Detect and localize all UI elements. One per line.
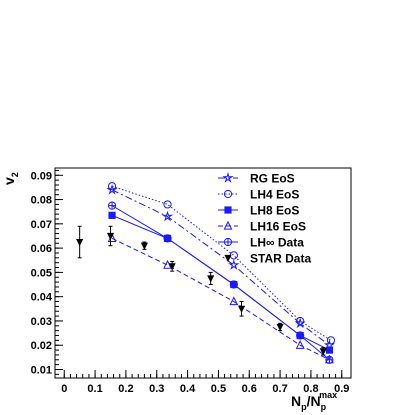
star-data-series	[76, 225, 327, 356]
series-point	[229, 296, 239, 306]
y-tick-label: 0.04	[31, 292, 53, 304]
data-point	[319, 348, 327, 356]
legend-marker	[223, 237, 233, 247]
x-tick-label: 0	[61, 383, 67, 395]
series-point	[296, 331, 305, 340]
legend-label: STAR Data	[250, 252, 311, 266]
axis-ticks: 0 0.1 0.2 0.3 0.4 0.5 0.6 0.7 0.8 0.9 0.01 0.02 0.03…	[31, 169, 349, 395]
series-point	[161, 210, 174, 222]
legend-entry: LH4 EoS	[218, 188, 299, 202]
series-point	[295, 340, 305, 349]
series-point	[163, 234, 172, 243]
series-layer	[76, 182, 336, 364]
series-line	[111, 237, 330, 361]
data-point	[237, 305, 246, 313]
x-tick-label: 0.8	[303, 383, 318, 395]
x-tick-label: 0.2	[118, 383, 133, 395]
x-tick-label: 0.1	[87, 383, 102, 395]
x-tick-label: 0.5	[211, 383, 226, 395]
y-tick-label: 0.09	[31, 170, 52, 182]
y-tick-label: 0.01	[31, 365, 52, 377]
legend-marker	[223, 189, 233, 199]
legend-entry: LH16 EoS	[218, 220, 306, 234]
plot-frame	[54, 167, 352, 379]
y-tick-label: 0.07	[31, 219, 52, 231]
series-point	[107, 201, 117, 210]
legend-entry: LH8 EoS	[218, 204, 299, 218]
legend-label: LH4 EoS	[250, 188, 299, 202]
legend-marker	[223, 220, 233, 230]
series-point	[325, 355, 334, 364]
x-tick-label: 0.4	[180, 383, 196, 395]
x-tick-label: 0.9	[334, 383, 349, 395]
legend-entry: LH∞ Data	[218, 236, 304, 250]
x-tick-label: 0.3	[149, 383, 164, 395]
series-point	[108, 211, 116, 219]
x-tick-label: 0.7	[272, 383, 287, 395]
y-tick-label: 0.02	[31, 340, 52, 352]
legend-label: LH8 EoS	[250, 204, 299, 218]
data-point	[106, 232, 115, 241]
x-axis-title-text: Np/Npmax	[291, 390, 337, 412]
series-point	[163, 200, 172, 209]
y-tick-label: 0.06	[31, 243, 52, 255]
series-point	[228, 259, 240, 270]
legend-marker	[224, 254, 232, 263]
y-tick-label: 0.03	[31, 316, 52, 328]
data-point	[207, 275, 215, 283]
legend-label: LH16 EoS	[250, 220, 306, 234]
y-tick-label: 0.05	[31, 267, 52, 279]
x-axis-title: Np/Npmax	[291, 390, 337, 412]
legend-entry: RG EoS	[218, 172, 295, 186]
series-line	[111, 189, 330, 346]
legend-label: RG EoS	[250, 172, 295, 186]
series-4	[107, 201, 334, 364]
legend-label: LH∞ Data	[250, 236, 304, 250]
legend-entry: STAR Data	[224, 252, 311, 266]
data-point	[140, 242, 149, 250]
y-tick-label: 0.08	[31, 195, 52, 207]
series-point	[107, 182, 117, 191]
y-axis-title: v2	[1, 172, 20, 185]
series-line	[111, 185, 332, 341]
legend-marker	[224, 206, 232, 214]
data-point	[168, 263, 176, 271]
series-point	[325, 346, 334, 354]
legend: RG EoS LH4 EoS LH8 EoS LH16 EoS LH∞ Data STAR…	[218, 172, 311, 266]
series-point	[229, 280, 238, 289]
plot-border	[54, 167, 352, 379]
series-point	[326, 336, 336, 345]
data-point	[276, 323, 284, 332]
data-point	[76, 238, 84, 247]
series-1	[107, 182, 336, 345]
series-point	[296, 316, 305, 326]
x-tick-label: 0.6	[242, 383, 257, 395]
legend-marker	[222, 172, 234, 183]
y-axis-title-text: v2	[1, 172, 20, 185]
